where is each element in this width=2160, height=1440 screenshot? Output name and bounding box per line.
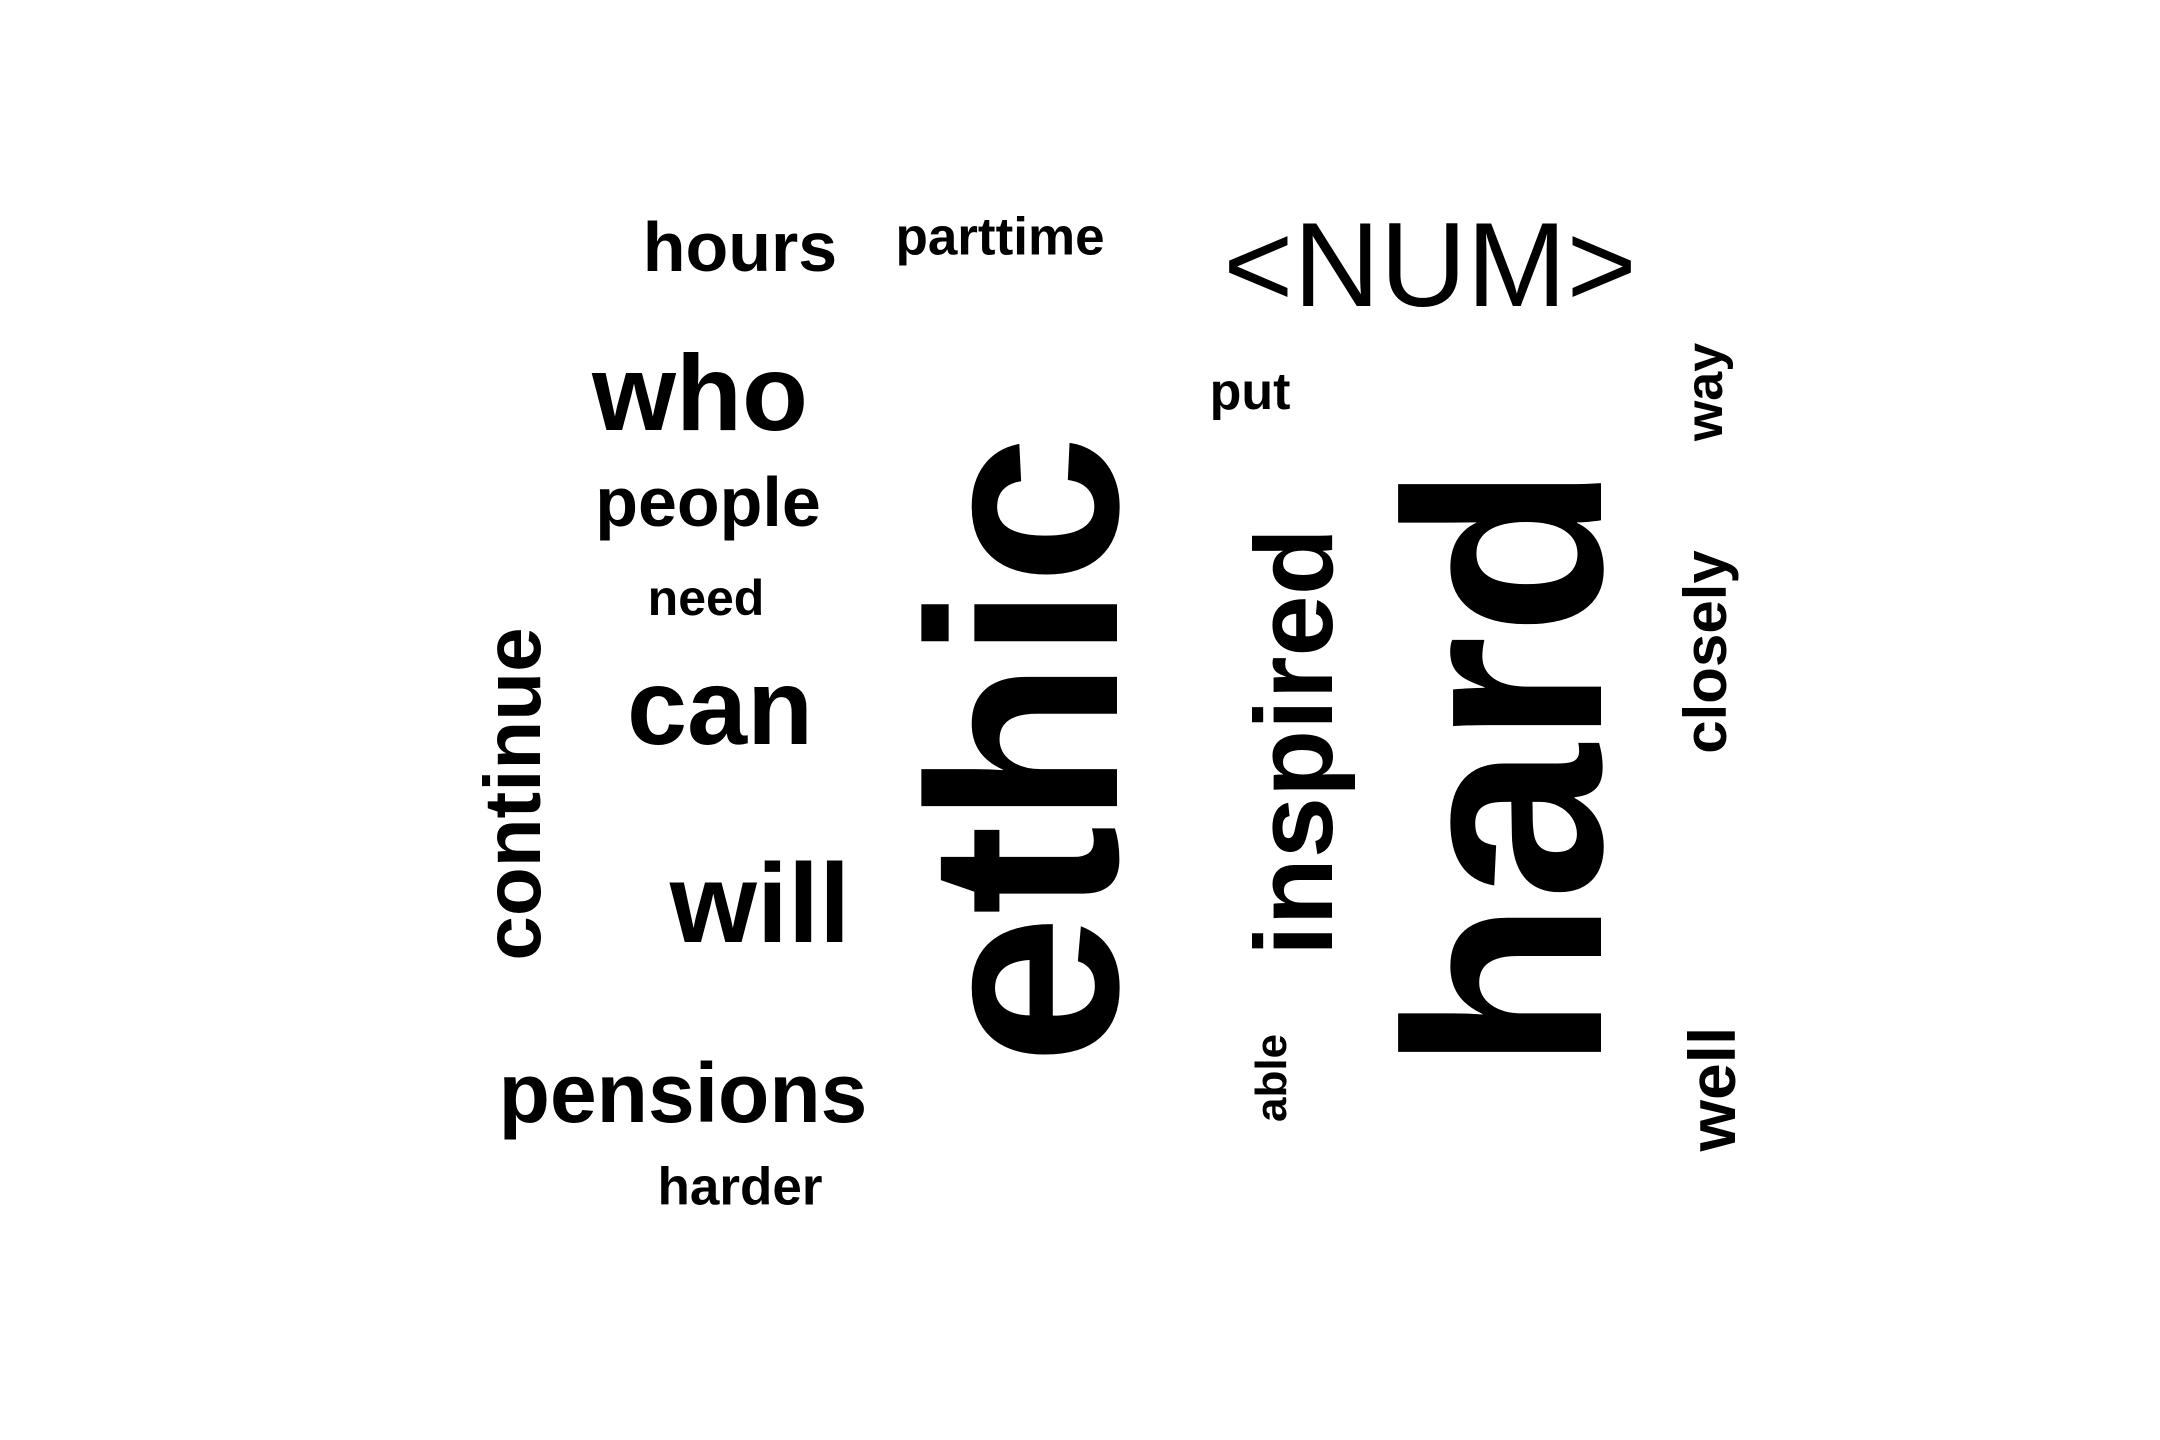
word-people: people [595,463,821,541]
word-closely: closely [1672,550,1739,754]
word-continue: continue [468,627,557,961]
word-can: can [626,646,814,767]
word-way: way [1676,342,1734,442]
word-ethic: ethic [874,434,1175,1066]
word-hours: hours [642,208,838,286]
word-will: will [669,841,851,966]
word-well: well [1675,1026,1749,1152]
word-inspired: inspired [1233,528,1356,956]
word-put: put [1209,363,1291,421]
word-pensions: pensions [498,1046,868,1140]
word-hard: hard [1349,464,1661,1072]
word-need: need [647,570,765,626]
word-num: <NUM> [1223,198,1637,332]
word-who: who [592,332,808,453]
word-parttime: parttime [895,207,1105,267]
word-harder: harder [657,1157,823,1217]
word-able: able [1247,1033,1296,1123]
